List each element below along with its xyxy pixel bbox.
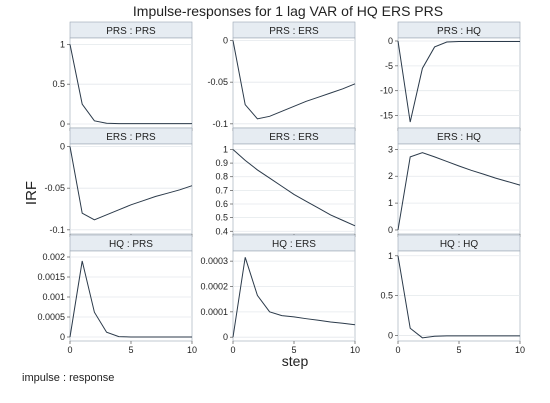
y-tick-label: 0.7 bbox=[215, 185, 228, 195]
y-tick-label: 0.0002 bbox=[200, 281, 228, 291]
y-tick-label: -0.05 bbox=[207, 77, 228, 87]
x-tick-label: 5 bbox=[456, 345, 461, 355]
y-tick-label: 0 bbox=[223, 332, 228, 342]
irf-series-line bbox=[397, 40, 520, 123]
irf-series-line bbox=[397, 152, 521, 231]
irf-series-line bbox=[397, 255, 520, 339]
x-tick-label: 0 bbox=[230, 345, 235, 355]
panel-ers-ers: ERS : ERS 0.4 0.5 0.6 0.7 0.8 0.9 1 bbox=[215, 127, 356, 237]
y-tick-label: 0.4 bbox=[215, 226, 228, 236]
panels-grid: PRS : PRS 0 0.5 1 PRS : ERS 0 -0.05 -0.1 PRS : H… bbox=[37, 21, 525, 355]
irf-series-line bbox=[232, 40, 356, 120]
panel-title: ERS : HQ bbox=[437, 132, 481, 143]
x-tick-label: 10 bbox=[187, 345, 197, 355]
y-tick-label: -0.05 bbox=[44, 183, 65, 193]
panel-plot-area bbox=[397, 37, 521, 129]
panel-plot-area bbox=[397, 143, 521, 235]
y-tick-label: 0.0003 bbox=[200, 256, 228, 266]
y-tick-label: 1 bbox=[60, 39, 65, 49]
y-tick-label: 0 bbox=[388, 225, 393, 235]
irf-series-line bbox=[69, 260, 192, 338]
y-tick-label: 0.5 bbox=[380, 291, 393, 301]
panel-title: PRS : PRS bbox=[106, 26, 156, 37]
y-tick-label: -15 bbox=[380, 111, 393, 121]
panel-ers-prs: ERS : PRS 0 -0.05 -0.1 bbox=[44, 127, 193, 237]
y-tick-label: 1 bbox=[388, 198, 393, 208]
y-tick-label: 0 bbox=[60, 142, 65, 152]
y-tick-label: 0.0001 bbox=[200, 307, 228, 317]
irf-series-line bbox=[232, 257, 356, 338]
y-tick-label: 0.001 bbox=[42, 292, 65, 302]
irf-series-line bbox=[232, 149, 356, 227]
y-tick-label: 0 bbox=[388, 330, 393, 340]
panel-title: PRS : ERS bbox=[269, 26, 319, 37]
x-tick-label: 5 bbox=[128, 345, 133, 355]
y-tick-label: 0 bbox=[223, 36, 228, 46]
y-tick-label: 0.8 bbox=[215, 172, 228, 182]
panel-ers-hq: ERS : HQ 0 1 2 3 bbox=[388, 127, 521, 237]
y-tick-label: -0.1 bbox=[212, 119, 228, 129]
x-tick-label: 0 bbox=[67, 345, 72, 355]
y-tick-label: 0.6 bbox=[215, 199, 228, 209]
y-tick-label: 3 bbox=[388, 144, 393, 154]
y-tick-label: -5 bbox=[385, 61, 393, 71]
y-tick-label: 0.0005 bbox=[37, 312, 65, 322]
panel-plot-area bbox=[69, 143, 193, 235]
y-tick-label: 0.5 bbox=[52, 79, 65, 89]
panel-title: ERS : PRS bbox=[106, 132, 156, 143]
panel-plot-area bbox=[69, 37, 193, 129]
x-tick-label: 10 bbox=[350, 345, 360, 355]
panel-hq-prs: HQ : PRS 0 0.0005 0.001 0.0015 0.002 0 5 10 bbox=[37, 234, 197, 355]
x-tick-label: 5 bbox=[291, 345, 296, 355]
x-tick-label: 0 bbox=[395, 345, 400, 355]
panel-title: HQ : ERS bbox=[272, 239, 316, 250]
panel-plot-area bbox=[232, 143, 356, 235]
y-tick-label: 1 bbox=[223, 144, 228, 154]
panel-prs-ers: PRS : ERS 0 -0.05 -0.1 bbox=[207, 21, 356, 131]
panel-title: HQ : PRS bbox=[109, 239, 153, 250]
y-axis-label: IRF bbox=[23, 181, 40, 205]
x-axis-label: step bbox=[282, 353, 309, 369]
y-tick-label: 0 bbox=[60, 332, 65, 342]
panel-prs-hq: PRS : HQ 0 -5 -10 -15 bbox=[380, 21, 521, 131]
y-tick-label: 0.5 bbox=[215, 213, 228, 223]
y-tick-label: -0.1 bbox=[49, 225, 65, 235]
panel-title: HQ : HQ bbox=[440, 239, 479, 250]
panel-hq-ers: HQ : ERS 0 0.0001 0.0002 0.0003 0 5 10 bbox=[200, 234, 360, 355]
y-tick-label: -10 bbox=[380, 86, 393, 96]
panel-prs-prs: PRS : PRS 0 0.5 1 bbox=[52, 21, 193, 131]
y-tick-label: 0.002 bbox=[42, 252, 65, 262]
irf-series-line bbox=[69, 44, 192, 125]
irf-series-line bbox=[69, 146, 193, 221]
panel-title: PRS : HQ bbox=[437, 26, 481, 37]
y-tick-label: 1 bbox=[388, 251, 393, 261]
y-tick-label: 0 bbox=[60, 119, 65, 129]
x-tick-label: 10 bbox=[515, 345, 525, 355]
y-tick-label: 0 bbox=[388, 36, 393, 46]
panel-plot-area bbox=[69, 250, 193, 342]
impulse-response-note: impulse : response bbox=[22, 372, 114, 384]
chart-title: Impulse-responses for 1 lag VAR of HQ ER… bbox=[133, 3, 443, 19]
panel-plot-area bbox=[232, 37, 356, 129]
y-tick-label: 2 bbox=[388, 171, 393, 181]
panel-plot-area bbox=[232, 250, 356, 342]
panel-title: ERS : ERS bbox=[269, 132, 319, 143]
y-tick-label: 0.9 bbox=[215, 158, 228, 168]
y-tick-label: 0.0015 bbox=[37, 272, 65, 282]
